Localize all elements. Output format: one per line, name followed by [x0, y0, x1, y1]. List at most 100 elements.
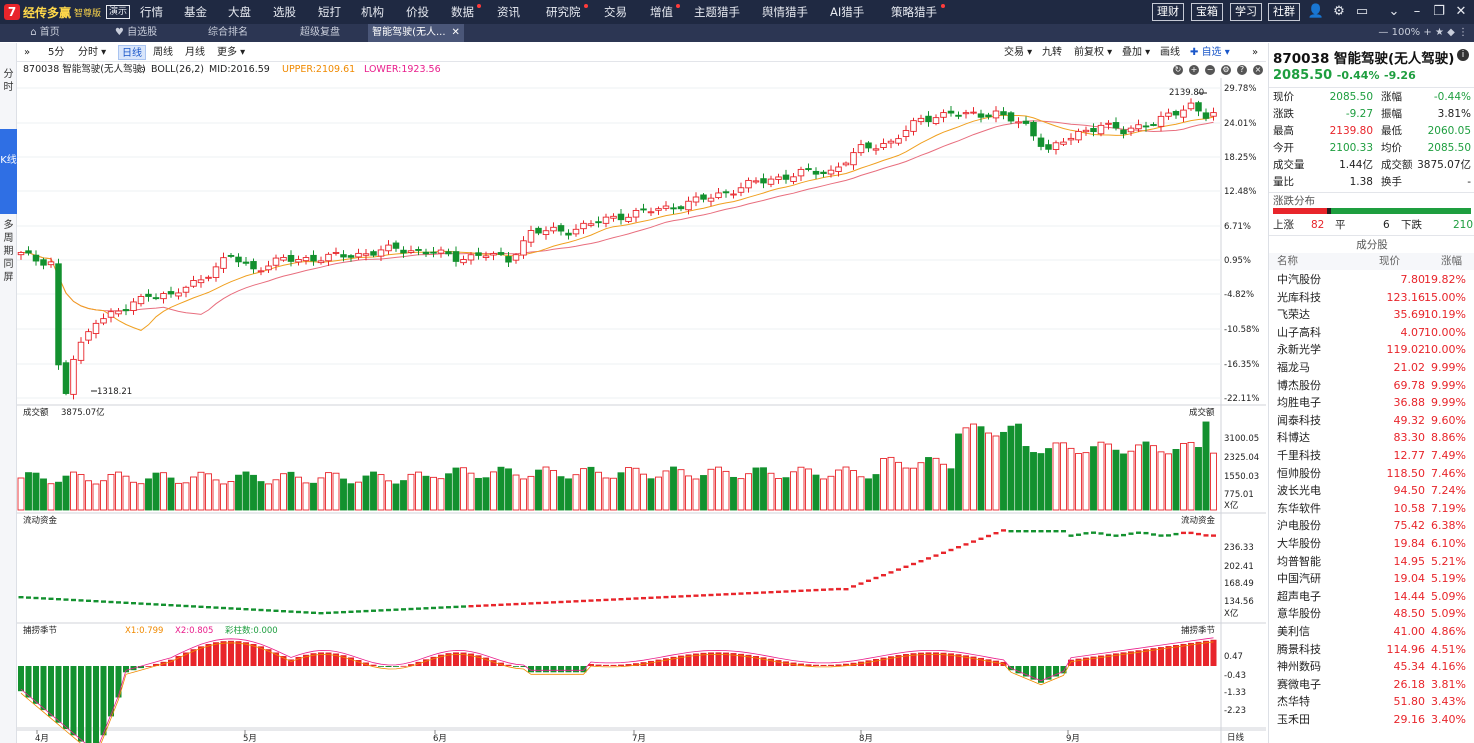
help-icon[interactable]: ?	[1237, 65, 1247, 75]
component-row[interactable]: 玉禾田 29.16 3.40%	[1269, 711, 1474, 729]
adjust-button[interactable]: 前复权 ▾	[1074, 47, 1113, 58]
menu-item[interactable]: 策略猎手	[891, 5, 937, 19]
component-row[interactable]: 千里科技 12.77 7.49%	[1269, 447, 1474, 465]
menu-item[interactable]: 主题猎手	[694, 5, 740, 19]
window-layout-icon[interactable]: ▭	[1355, 4, 1369, 19]
volume-bar	[947, 468, 955, 511]
component-row[interactable]: 超声电子 14.44 5.09%	[1269, 588, 1474, 606]
menu-item[interactable]: 数据	[451, 5, 474, 19]
study-button[interactable]: 学习	[1230, 3, 1262, 21]
licai-button[interactable]: 理财	[1152, 3, 1184, 21]
menu-item[interactable]: 交易	[604, 5, 627, 19]
zoom-out-icon[interactable]: —	[1378, 27, 1389, 38]
restore-icon[interactable]: ❐	[1433, 4, 1445, 19]
component-row[interactable]: 博杰股份 69.78 9.99%	[1269, 377, 1474, 395]
star-icon[interactable]: ★	[1434, 27, 1444, 38]
settings-gear-icon[interactable]: ⚙	[1333, 4, 1345, 19]
menu-item[interactable]: 基金	[184, 5, 207, 19]
tab-ranking[interactable]: 综合排名	[182, 24, 274, 42]
component-row[interactable]: 福龙马 21.02 9.99%	[1269, 359, 1474, 377]
candle	[445, 251, 452, 255]
menu-item[interactable]: 价投	[406, 5, 429, 19]
draw-button[interactable]: 画线	[1160, 47, 1180, 58]
col-name[interactable]: 名称	[1277, 255, 1298, 267]
view-fenshi[interactable]: 分时	[0, 68, 17, 98]
menu-item[interactable]: 选股	[273, 5, 296, 19]
user-icon[interactable]: 👤	[1307, 4, 1325, 19]
component-row[interactable]: 科博达 83.30 8.86%	[1269, 429, 1474, 447]
menu-item[interactable]: 机构	[361, 5, 384, 19]
trade-button[interactable]: 交易 ▾	[1004, 47, 1033, 58]
menu-item[interactable]: 大盘	[228, 5, 251, 19]
component-row[interactable]: 均普智能 14.95 5.21%	[1269, 553, 1474, 571]
zoom-in-icon[interactable]: +	[1423, 27, 1432, 38]
component-row[interactable]: 东华软件 10.58 7.19%	[1269, 500, 1474, 518]
expand-icon[interactable]: »	[24, 47, 31, 58]
more-icon[interactable]: ⋮	[1458, 27, 1468, 38]
pin-icon[interactable]: ◆	[1447, 27, 1455, 38]
dropdown-icon[interactable]: ⊙	[139, 65, 146, 74]
component-row[interactable]: 腾景科技 114.96 4.51%	[1269, 641, 1474, 659]
col-change[interactable]: 涨幅	[1441, 255, 1462, 267]
component-row[interactable]: 意华股份 48.50 5.09%	[1269, 605, 1474, 623]
menu-item[interactable]: 短打	[318, 5, 341, 19]
add-watchlist-button[interactable]: ✚ 自选 ▾	[1190, 47, 1230, 58]
close-panel-icon[interactable]: ×	[1253, 65, 1263, 75]
menu-item[interactable]: 研究院	[546, 5, 581, 19]
baoxiang-button[interactable]: 宝箱	[1191, 3, 1223, 21]
view-kline[interactable]: K线	[0, 129, 17, 214]
tab-current-stock[interactable]: 智能驾驶(无人... ✕	[368, 24, 464, 42]
component-row[interactable]: 中国汽研 19.04 5.19%	[1269, 570, 1474, 588]
tab-home[interactable]: ⌂ 首页	[0, 24, 90, 42]
period-minute[interactable]: 分时 ▾	[78, 47, 107, 58]
component-row[interactable]: 恒帅股份 118.50 7.46%	[1269, 465, 1474, 483]
candle	[865, 142, 872, 149]
menu-item[interactable]: 资讯	[497, 5, 520, 19]
season-bar	[955, 654, 962, 666]
component-row[interactable]: 光库科技 123.16 15.00%	[1269, 289, 1474, 307]
component-row[interactable]: 杰华特 51.80 3.43%	[1269, 693, 1474, 711]
component-row[interactable]: 山子高科 4.07 10.00%	[1269, 324, 1474, 342]
boll-label[interactable]: BOLL(26,2)	[151, 64, 204, 75]
component-row[interactable]: 闻泰科技 49.32 9.60%	[1269, 412, 1474, 430]
kline-chart[interactable]: 29.78% 24.01% 18.25% 12.48% 6.71% 0.95% -4.82%…	[17, 78, 1266, 743]
close-tab-icon[interactable]: ✕	[451, 27, 460, 38]
period-more[interactable]: 更多 ▾	[217, 47, 246, 58]
component-row[interactable]: 飞荣达 35.69 10.19%	[1269, 306, 1474, 324]
chevron-down-icon[interactable]: ⌄	[1388, 4, 1400, 19]
refresh-icon[interactable]: ↻	[1173, 65, 1183, 75]
component-row[interactable]: 永新光学 119.02 10.00%	[1269, 341, 1474, 359]
minimize-icon[interactable]: –	[1413, 4, 1421, 19]
component-row[interactable]: 中汽股份 7.80 19.82%	[1269, 271, 1474, 289]
remove-icon[interactable]: −	[1205, 65, 1215, 75]
component-row[interactable]: 均胜电子 36.88 9.99%	[1269, 394, 1474, 412]
tab-review[interactable]: 超级复盘	[274, 24, 366, 42]
collapse-right-icon[interactable]: »	[1252, 47, 1259, 58]
component-row[interactable]: 沪电股份 75.42 6.38%	[1269, 517, 1474, 535]
overlay-button[interactable]: 叠加 ▾	[1122, 47, 1151, 58]
period-monthly[interactable]: 月线	[185, 47, 205, 58]
period-daily[interactable]: 日线	[118, 45, 146, 60]
component-row[interactable]: 波长光电 94.50 7.24%	[1269, 482, 1474, 500]
period-5min[interactable]: 5分	[48, 47, 65, 58]
menu-item[interactable]: 舆情猎手	[762, 5, 808, 19]
settings-icon[interactable]: ⚙	[1221, 65, 1231, 75]
menu-item[interactable]: 行情	[140, 5, 163, 19]
volume-bar	[422, 475, 430, 511]
tab-watchlist[interactable]: ♥ 自选股	[90, 24, 182, 42]
menu-item[interactable]: 增值	[650, 5, 673, 19]
menu-item[interactable]: AI猎手	[830, 5, 865, 19]
add-icon[interactable]: +	[1189, 65, 1199, 75]
col-price[interactable]: 现价	[1379, 255, 1400, 267]
app-brand[interactable]: 7 经传多赢 智尊版 演示	[4, 3, 131, 21]
info-icon[interactable]: i	[1457, 49, 1469, 61]
component-row[interactable]: 赛微电子 26.18 3.81%	[1269, 676, 1474, 694]
community-button[interactable]: 社群	[1268, 3, 1300, 21]
component-row[interactable]: 大华股份 19.84 6.10%	[1269, 535, 1474, 553]
component-row[interactable]: 美利信 41.00 4.86%	[1269, 623, 1474, 641]
view-multi-period[interactable]: 多周期同屏	[0, 219, 17, 299]
period-weekly[interactable]: 周线	[153, 47, 173, 58]
nine-turn-button[interactable]: 九转	[1042, 47, 1062, 58]
close-icon[interactable]: ✕	[1455, 4, 1467, 19]
component-row[interactable]: 神州数码 45.34 4.16%	[1269, 658, 1474, 676]
